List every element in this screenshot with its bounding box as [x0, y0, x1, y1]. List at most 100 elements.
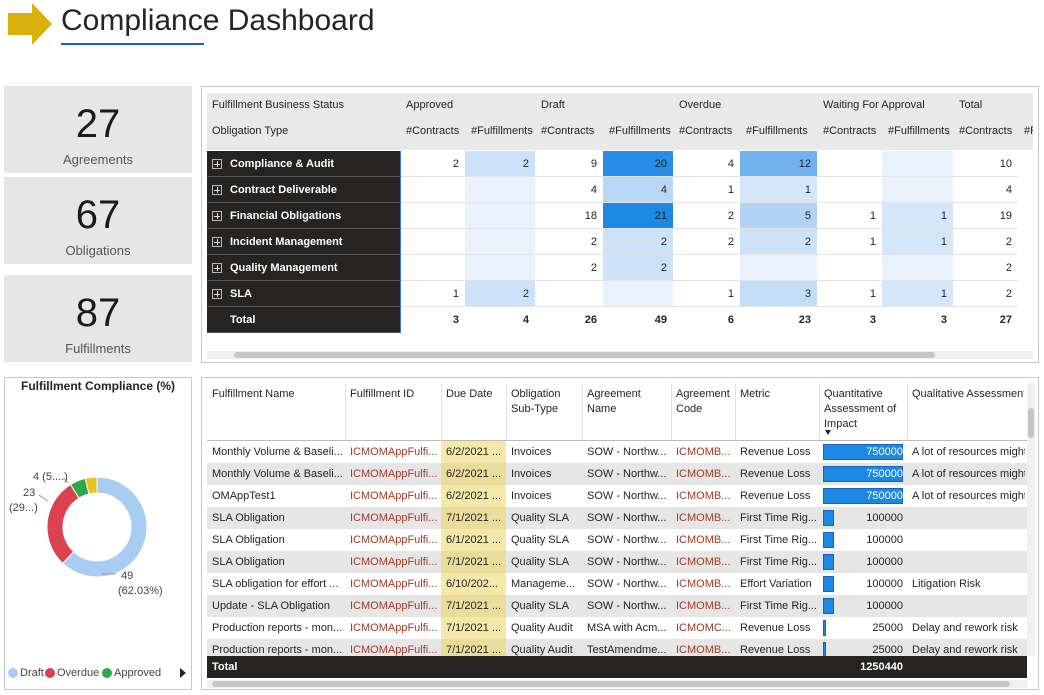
- matrix-cell: 2: [673, 229, 740, 255]
- column-header: #Contracts: [679, 125, 733, 137]
- table-cell: Production reports - mon...: [212, 644, 343, 656]
- legend-label: Draft: [20, 667, 44, 679]
- matrix-cell: 5: [740, 203, 817, 229]
- column-header: #Contracts: [959, 125, 1013, 137]
- matrix-cell: 12: [740, 151, 817, 177]
- table-cell: First Time Rig...: [740, 534, 817, 546]
- matrix-cell: 2: [400, 151, 465, 177]
- table-cell: ICMOMAppFulfi...: [350, 512, 438, 524]
- expand-icon[interactable]: [212, 185, 222, 195]
- kpi-card: [4, 177, 192, 264]
- data-bar: [823, 598, 834, 614]
- table-cell: ICMOMAppFulfi...: [350, 556, 438, 568]
- matrix-cell: [817, 151, 882, 177]
- matrix-cell: 2: [603, 255, 673, 281]
- table-cell: Revenue Loss: [740, 446, 811, 458]
- table-cell: SLA Obligation: [212, 512, 285, 524]
- table-cell: ICMOMAppFulfi...: [350, 490, 438, 502]
- table-cell: Monthly Volume & Baseli...: [212, 446, 343, 458]
- header-divider: [671, 383, 672, 440]
- kpi-value: 87: [75, 291, 121, 335]
- total-cell: 27: [999, 314, 1012, 326]
- table-header: Qualitative Assessment: [912, 388, 1024, 400]
- matrix-cell: [400, 203, 465, 229]
- table-cell: First Time Rig...: [740, 556, 817, 568]
- table-cell: Revenue Loss: [740, 622, 811, 634]
- due-date-bg: [441, 573, 506, 595]
- data-bar: [823, 466, 903, 482]
- sort-arrow[interactable]: [825, 430, 831, 435]
- table-cell: ICMOMB...: [676, 556, 731, 568]
- data-label: (62.03%): [118, 585, 163, 597]
- due-date-bg: [441, 639, 506, 656]
- table-cell: 7/1/2021 ...: [446, 512, 502, 524]
- expand-icon[interactable]: [212, 263, 222, 273]
- table-cell: ICMOMAppFulfi...: [350, 446, 438, 458]
- data-label: 23: [23, 487, 35, 499]
- legend-swatch: [102, 668, 112, 678]
- table-cell: A lot of resources might: [912, 446, 1025, 458]
- matrix-panel: [201, 86, 1039, 363]
- table-cell: Revenue Loss: [740, 644, 811, 656]
- expand-icon[interactable]: [212, 159, 222, 169]
- table-cell: 7/1/2021 ...: [446, 622, 502, 634]
- table-header: Agreement Code: [676, 388, 730, 415]
- expand-icon[interactable]: [212, 211, 222, 221]
- matrix-cell: [465, 177, 535, 203]
- table-hscroll-thumb[interactable]: [212, 681, 1010, 687]
- matrix-cell: 4: [603, 177, 673, 203]
- status-header: Approved: [406, 99, 454, 111]
- total-cell: 4: [522, 314, 529, 326]
- title-underline: [61, 43, 204, 45]
- legend-label: Overdue: [57, 667, 99, 679]
- arrow-icon: [8, 3, 52, 45]
- table-cell: Manageme...: [511, 578, 576, 590]
- matrix-cell: [400, 177, 465, 203]
- table-cell: 100000: [866, 556, 903, 568]
- matrix-scroll-thumb[interactable]: [234, 352, 935, 358]
- data-bar: [823, 642, 826, 656]
- table-cell: A lot of resources might: [912, 468, 1025, 480]
- donut-slice: [62, 476, 148, 578]
- matrix-cell: [817, 177, 882, 203]
- table-cell: Quality SLA: [511, 534, 570, 546]
- matrix-cell: [882, 177, 953, 203]
- column-header: #Fulfillments: [609, 125, 671, 137]
- kpi-label: Agreements: [62, 152, 134, 167]
- data-bar: [823, 576, 834, 592]
- table-cell: Invoices: [511, 446, 552, 458]
- legend-swatch: [45, 668, 55, 678]
- matrix-cell: 3: [740, 281, 817, 307]
- header-divider: [907, 383, 908, 440]
- table-cell: Quality SLA: [511, 512, 570, 524]
- header-divider: [582, 383, 583, 440]
- data-bar: [823, 554, 834, 570]
- matrix-cell: 1: [817, 229, 882, 255]
- status-header: Total: [959, 99, 983, 111]
- due-date-bg: [441, 441, 506, 463]
- header-divider: [345, 383, 346, 440]
- expand-icon[interactable]: [212, 237, 222, 247]
- matrix-cell: 1: [882, 281, 953, 307]
- table-vscroll[interactable]: [1027, 383, 1035, 656]
- table-row: [207, 617, 1027, 639]
- table-cell: SOW - Northw...: [587, 446, 667, 458]
- due-date-bg: [441, 529, 506, 551]
- matrix-cell: 21: [603, 203, 673, 229]
- legend-next[interactable]: [180, 668, 186, 678]
- total-cell: 26: [584, 314, 597, 326]
- table-cell: 7/1/2021 ...: [446, 600, 502, 612]
- table-cell: 25000: [872, 622, 903, 634]
- matrix-cell: [465, 229, 535, 255]
- table-cell: 7/1/2021 ...: [446, 556, 502, 568]
- table-cell: Litigation Risk: [912, 578, 981, 590]
- table-cell: TestAmendme...: [587, 644, 667, 656]
- matrix-cell: 1: [882, 203, 953, 229]
- data-label: (29...): [9, 502, 38, 514]
- table-cell: Quality SLA: [511, 556, 570, 568]
- selection-line: [400, 151, 401, 333]
- table-vscroll-thumb[interactable]: [1028, 408, 1034, 438]
- table-cell: ICMOMAppFulfi...: [350, 578, 438, 590]
- expand-icon[interactable]: [212, 289, 222, 299]
